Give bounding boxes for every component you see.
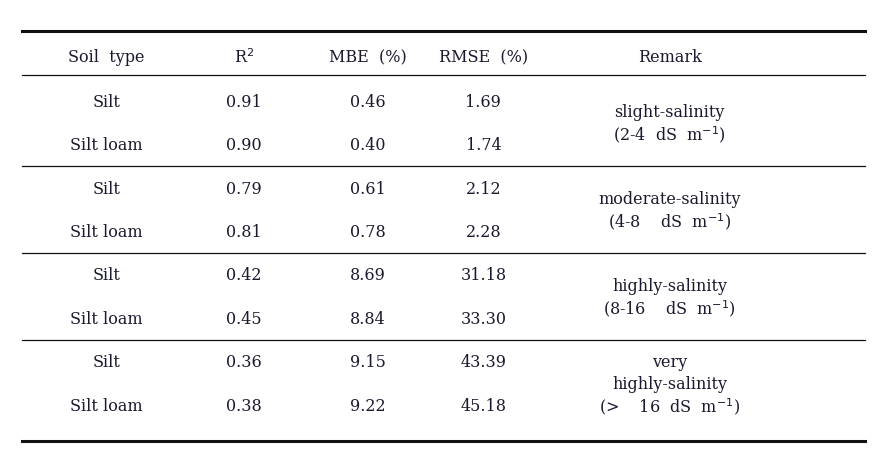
Text: moderate-salinity: moderate-salinity xyxy=(598,191,740,208)
Text: 0.38: 0.38 xyxy=(226,397,261,414)
Text: 0.78: 0.78 xyxy=(350,224,385,241)
Text: 1.69: 1.69 xyxy=(465,94,501,111)
Text: 9.22: 9.22 xyxy=(350,397,385,414)
Text: 0.36: 0.36 xyxy=(226,353,261,370)
Text: Silt: Silt xyxy=(92,267,120,284)
Text: 0.40: 0.40 xyxy=(350,137,385,154)
Text: R$^2$: R$^2$ xyxy=(234,48,253,67)
Text: 8.69: 8.69 xyxy=(350,267,385,284)
Text: MBE  (%): MBE (%) xyxy=(329,49,407,66)
Text: 33.30: 33.30 xyxy=(460,310,506,327)
Text: (8-16    dS  m$^{-1}$): (8-16 dS m$^{-1}$) xyxy=(602,297,735,319)
Text: 0.91: 0.91 xyxy=(226,94,261,111)
Text: 0.42: 0.42 xyxy=(226,267,261,284)
Text: (4-8    dS  m$^{-1}$): (4-8 dS m$^{-1}$) xyxy=(608,211,730,232)
Text: 9.15: 9.15 xyxy=(350,353,385,370)
Text: Soil  type: Soil type xyxy=(68,49,144,66)
Text: highly-salinity: highly-salinity xyxy=(611,277,727,294)
Text: 8.84: 8.84 xyxy=(350,310,385,327)
Text: 0.79: 0.79 xyxy=(226,180,261,197)
Text: 2.28: 2.28 xyxy=(465,224,501,241)
Text: Remark: Remark xyxy=(637,49,701,66)
Text: 0.61: 0.61 xyxy=(350,180,385,197)
Text: Silt: Silt xyxy=(92,180,120,197)
Text: Silt loam: Silt loam xyxy=(70,310,143,327)
Text: 31.18: 31.18 xyxy=(460,267,506,284)
Text: Silt loam: Silt loam xyxy=(70,397,143,414)
Text: (2-4  dS  m$^{-1}$): (2-4 dS m$^{-1}$) xyxy=(612,124,726,145)
Text: 2.12: 2.12 xyxy=(465,180,501,197)
Text: Silt: Silt xyxy=(92,353,120,370)
Text: Silt loam: Silt loam xyxy=(70,137,143,154)
Text: 45.18: 45.18 xyxy=(460,397,506,414)
Text: 0.45: 0.45 xyxy=(226,310,261,327)
Text: 43.39: 43.39 xyxy=(460,353,506,370)
Text: 1.74: 1.74 xyxy=(465,137,501,154)
Text: very: very xyxy=(651,353,687,370)
Text: 0.81: 0.81 xyxy=(226,224,261,241)
Text: Silt: Silt xyxy=(92,94,120,111)
Text: highly-salinity: highly-salinity xyxy=(611,375,727,392)
Text: slight-salinity: slight-salinity xyxy=(614,104,724,121)
Text: 0.46: 0.46 xyxy=(350,94,385,111)
Text: RMSE  (%): RMSE (%) xyxy=(439,49,527,66)
Text: Silt loam: Silt loam xyxy=(70,224,143,241)
Text: 0.90: 0.90 xyxy=(226,137,261,154)
Text: (>    16  dS  m$^{-1}$): (> 16 dS m$^{-1}$) xyxy=(598,395,740,416)
